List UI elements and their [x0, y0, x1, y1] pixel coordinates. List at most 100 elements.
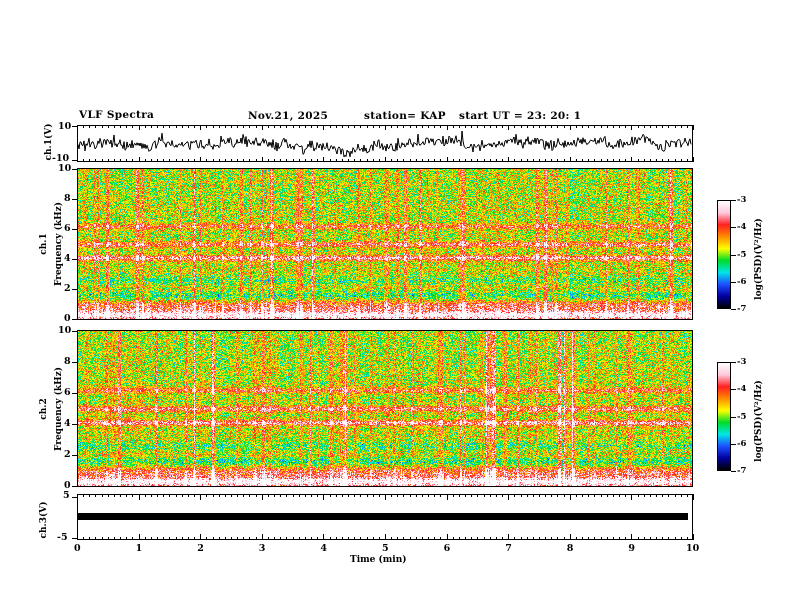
x-minor-tick	[649, 159, 651, 162]
x-minor-tick	[428, 159, 430, 162]
x-minor-tick	[304, 494, 306, 497]
x-minor-tick	[588, 537, 590, 540]
x-minor-tick	[83, 125, 85, 128]
x-minor-tick	[126, 494, 128, 497]
x-minor-tick	[415, 125, 417, 128]
x-minor-tick	[194, 159, 196, 162]
x-minor-tick	[391, 537, 393, 540]
x-minor-tick	[323, 494, 325, 500]
ch2-spec-ytick-6: 6	[64, 387, 71, 398]
x-minor-tick	[292, 494, 294, 497]
xtick-label-5: 5	[382, 543, 389, 554]
x-minor-tick	[693, 125, 694, 130]
x-minor-tick	[120, 159, 122, 162]
x-minor-tick	[107, 125, 109, 128]
x-minor-tick	[89, 159, 91, 162]
x-minor-tick	[619, 537, 621, 540]
x-minor-tick	[415, 494, 417, 497]
x-minor-tick	[354, 494, 356, 497]
x-minor-tick	[113, 125, 115, 128]
x-minor-tick	[631, 125, 633, 130]
x-minor-tick	[502, 494, 504, 497]
x-minor-tick	[144, 537, 146, 540]
x-minor-tick	[458, 159, 460, 162]
x-minor-tick	[341, 159, 343, 162]
x-minor-tick	[120, 537, 122, 540]
x-minor-tick	[403, 125, 405, 128]
x-minor-tick	[612, 494, 614, 497]
x-minor-tick	[391, 159, 393, 162]
x-minor-tick	[77, 494, 78, 500]
x-minor-tick	[428, 494, 430, 497]
x-minor-tick	[631, 494, 633, 500]
x-minor-tick	[532, 494, 534, 497]
x-minor-tick	[409, 125, 411, 128]
y-tick-mark	[72, 229, 78, 230]
x-minor-tick	[132, 537, 134, 540]
x-minor-tick	[329, 159, 331, 162]
colorbar-tick-mark	[731, 389, 736, 391]
x-minor-tick	[231, 537, 232, 540]
x-minor-tick	[372, 537, 374, 540]
x-minor-tick	[354, 537, 356, 540]
ch2-spec-ylabel-ch: ch.2	[39, 398, 49, 420]
x-minor-tick	[693, 157, 694, 162]
x-minor-tick	[489, 125, 491, 128]
ch2-spec-ytick-4: 4	[64, 418, 71, 429]
x-minor-tick	[582, 494, 584, 497]
x-minor-tick	[126, 159, 128, 162]
ch1-spec-ytick-4: 4	[64, 253, 71, 264]
x-minor-tick	[175, 125, 177, 128]
x-minor-tick	[77, 125, 78, 130]
y-tick-mark	[72, 126, 78, 127]
y-tick-mark	[72, 362, 78, 363]
colorbar-ch1	[717, 200, 731, 309]
colorbar-tick-mark	[731, 443, 736, 445]
x-minor-tick	[686, 537, 688, 540]
x-minor-tick	[206, 159, 208, 162]
ch3-ytick-5: 5	[63, 490, 70, 501]
x-minor-tick	[385, 494, 386, 500]
x-minor-tick	[440, 537, 442, 540]
x-minor-tick	[520, 159, 522, 162]
x-minor-tick	[539, 159, 540, 162]
x-minor-tick	[662, 125, 664, 128]
x-minor-tick	[267, 125, 269, 128]
x-minor-tick	[132, 159, 134, 162]
x-minor-tick	[588, 159, 590, 162]
x-minor-tick	[194, 125, 196, 128]
x-minor-tick	[483, 537, 485, 540]
colorbar-tick-label: -4	[737, 384, 747, 395]
x-minor-tick	[526, 494, 528, 497]
y-tick-mark	[72, 319, 78, 320]
x-minor-tick	[126, 125, 128, 128]
x-minor-tick	[434, 125, 436, 128]
x-minor-tick	[286, 125, 288, 128]
colorbar-tick-label: -6	[737, 438, 747, 449]
x-minor-tick	[212, 125, 214, 128]
xtick-label-7: 7	[505, 543, 512, 554]
x-minor-tick	[169, 494, 171, 497]
x-minor-tick	[348, 537, 350, 540]
x-minor-tick	[477, 537, 479, 540]
x-minor-tick	[526, 159, 528, 162]
x-minor-tick	[144, 494, 146, 497]
x-minor-tick	[397, 159, 399, 162]
x-minor-tick	[249, 494, 251, 497]
x-minor-tick	[249, 125, 251, 128]
x-minor-tick	[212, 494, 214, 497]
x-minor-tick	[391, 494, 393, 497]
y-tick-mark	[72, 259, 78, 260]
x-minor-tick	[163, 494, 165, 497]
x-minor-tick	[360, 537, 362, 540]
x-minor-tick	[508, 125, 510, 130]
x-minor-tick	[231, 494, 232, 497]
x-minor-tick	[237, 125, 239, 128]
x-minor-tick	[348, 125, 350, 128]
x-minor-tick	[298, 159, 300, 162]
x-minor-tick	[471, 537, 473, 540]
xtick-label-2: 2	[197, 543, 204, 554]
x-minor-tick	[415, 159, 417, 162]
x-minor-tick	[372, 494, 374, 497]
x-minor-tick	[138, 534, 140, 540]
